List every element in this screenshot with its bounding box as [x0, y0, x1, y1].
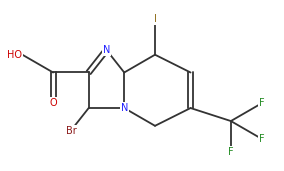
Text: O: O [49, 98, 57, 108]
Text: N: N [120, 103, 128, 113]
Text: I: I [154, 14, 156, 24]
Text: Br: Br [66, 126, 76, 136]
Text: F: F [259, 134, 264, 144]
Text: F: F [259, 98, 264, 108]
Text: N: N [103, 45, 110, 55]
Text: F: F [228, 147, 234, 157]
Text: HO: HO [7, 50, 22, 60]
